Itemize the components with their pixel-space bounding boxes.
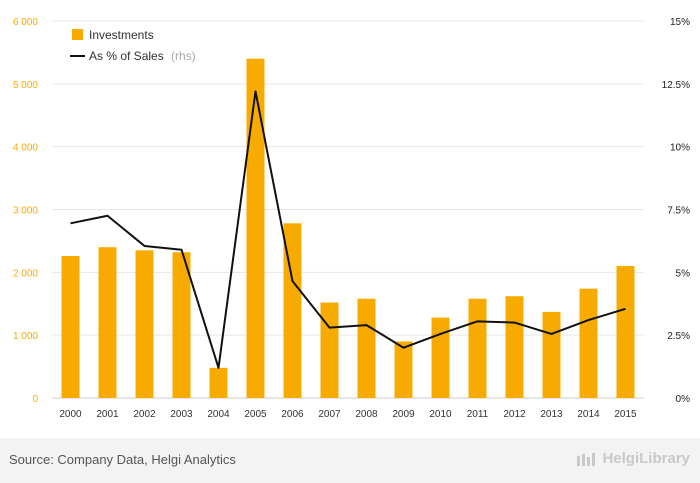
x-tick-label: 2015 (614, 409, 637, 420)
right-tick-label: 7.5% (667, 206, 690, 217)
legend-label-investments: Investments (89, 28, 154, 42)
x-tick-label: 2007 (318, 409, 341, 420)
left-tick-label: 0 (32, 394, 38, 405)
sales-pct-line (70, 90, 626, 369)
x-tick-label: 2014 (577, 409, 600, 420)
bar-2011 (468, 298, 487, 398)
bar-2015 (616, 266, 635, 398)
bar-2001 (98, 247, 117, 398)
source-note: Source: Company Data, Helgi Analytics (9, 452, 236, 467)
right-tick-label: 10% (670, 143, 690, 154)
left-tick-label: 6 000 (13, 17, 38, 28)
bar-2009 (394, 341, 413, 398)
legend-swatch-investments (72, 29, 83, 40)
x-tick-label: 2004 (207, 409, 230, 420)
left-tick-label: 2 000 (13, 268, 38, 279)
right-tick-label: 5% (676, 268, 691, 279)
bar-2014 (579, 288, 598, 398)
bar-2002 (135, 250, 154, 398)
left-tick-label: 4 000 (13, 143, 38, 154)
bar-2013 (542, 311, 561, 398)
left-tick-label: 3 000 (13, 206, 38, 217)
x-tick-label: 2005 (244, 409, 267, 420)
bar-2003 (172, 252, 191, 398)
line-series (70, 90, 626, 369)
bar-2004 (209, 367, 228, 398)
library-icon (577, 452, 596, 466)
bar-2010 (431, 317, 450, 398)
right-tick-label: 12.5% (662, 80, 690, 91)
x-tick-label: 2002 (133, 409, 156, 420)
bar-2000 (61, 255, 80, 398)
left-axis-ticks: 0 1 000 2 000 3 000 4 000 5 000 6 000 (13, 17, 38, 405)
x-axis-labels: 2000 2001 2002 2003 2004 2005 2006 2007 2008 2009… (59, 409, 637, 420)
footer: Source: Company Data, Helgi Analytics He… (0, 438, 700, 483)
x-tick-label: 2013 (540, 409, 563, 420)
legend-label-sales-pct: As % of Sales (rhs) (89, 49, 196, 63)
bar-2007 (320, 302, 339, 398)
helgi-library-logo: HelgiLibrary (576, 450, 690, 467)
right-axis-ticks: 0% 2.5% 5% 7.5% 10% 12.5% 15% (662, 17, 690, 405)
bar-2006 (283, 223, 302, 398)
bar-2012 (505, 296, 524, 398)
x-tick-label: 2009 (392, 409, 415, 420)
left-tick-label: 1 000 (13, 331, 38, 342)
x-tick-label: 2003 (170, 409, 193, 420)
left-tick-label: 5 000 (13, 80, 38, 91)
x-tick-label: 2000 (59, 409, 82, 420)
x-tick-label: 2001 (96, 409, 119, 420)
bar-series (61, 58, 635, 398)
right-tick-label: 0% (676, 394, 691, 405)
x-tick-label: 2008 (355, 409, 378, 420)
x-tick-label: 2006 (281, 409, 304, 420)
x-tick-label: 2012 (503, 409, 526, 420)
legend: Investments As % of Sales (rhs) (70, 28, 196, 63)
logo-text: HelgiLibrary (602, 450, 690, 467)
bar-2008 (357, 298, 376, 398)
right-tick-label: 15% (670, 17, 690, 28)
bar-2005 (246, 58, 265, 398)
x-tick-label: 2010 (429, 409, 452, 420)
right-tick-label: 2.5% (667, 331, 690, 342)
chart-area: 0 1 000 2 000 3 000 4 000 5 000 6 000 0% 2.5% 5%… (13, 17, 690, 420)
x-tick-label: 2011 (467, 409, 489, 420)
